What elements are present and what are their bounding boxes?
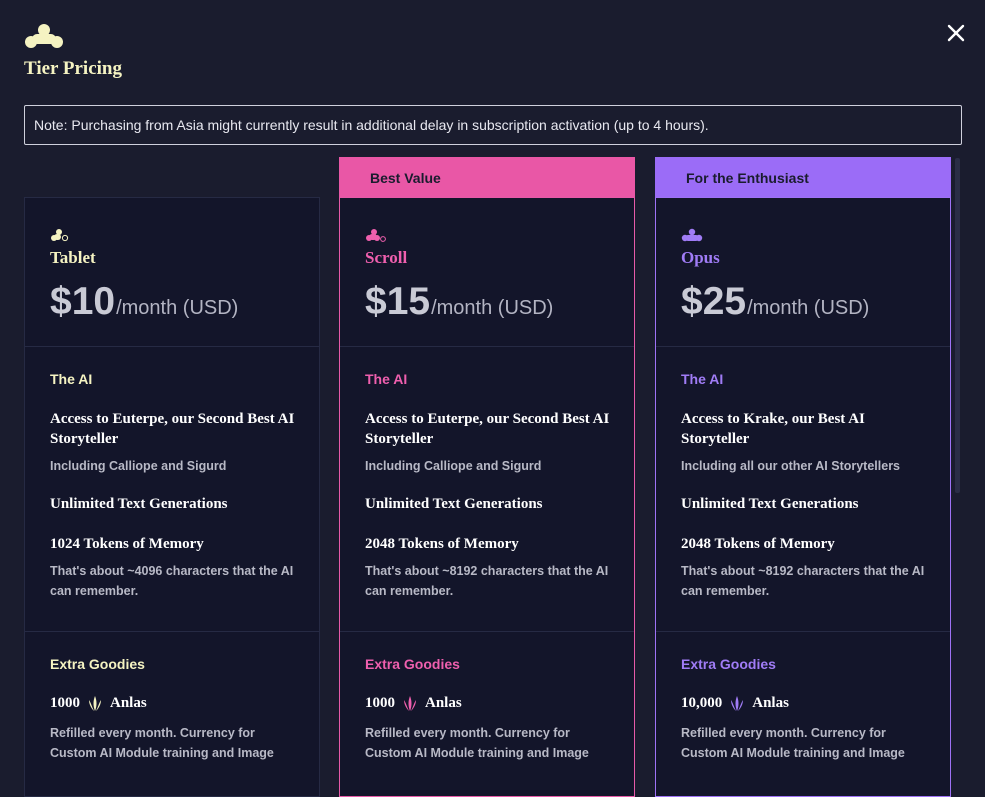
anlas-icon — [731, 696, 744, 711]
anlas-label: Anlas — [110, 695, 147, 711]
anlas-amount: 1000 — [365, 695, 395, 711]
memory-subtext: That's about ~8192 characters that the A… — [681, 564, 925, 598]
tier-card-tablet[interactable]: Tablet $10 /month (USD) The AI Access to… — [24, 197, 320, 797]
novelai-logo-icon — [25, 24, 63, 48]
memory-subtext: That's about ~8192 characters that the A… — [365, 564, 609, 598]
scroll-tier-icon — [366, 229, 386, 242]
goodies-section-label: Extra Goodies — [681, 656, 776, 672]
tier-price: $15 /month (USD) — [365, 280, 553, 324]
memory-subtext: That's about ~4096 characters that the A… — [50, 564, 294, 598]
generations-feature: Unlimited Text Generations — [50, 496, 228, 512]
purchase-note-text: Note: Purchasing from Asia might current… — [34, 117, 709, 133]
goodies-section-label: Extra Goodies — [365, 656, 460, 672]
divider — [25, 346, 319, 347]
memory-feature: 1024 Tokens of Memory — [50, 536, 204, 552]
page-title: Tier Pricing — [24, 58, 122, 79]
price-amount: $10 — [50, 280, 116, 323]
anlas-subtext: Refilled every month. Currency for Custo… — [50, 726, 274, 760]
divider — [340, 346, 634, 347]
anlas-amount: 1000 — [50, 695, 80, 711]
opus-tier-icon — [681, 228, 703, 242]
price-period: /month (USD) — [431, 297, 554, 319]
tier-card-opus[interactable]: Opus $25 /month (USD) The AI Access to K… — [655, 197, 951, 797]
anlas-icon — [89, 696, 101, 711]
tier-name: Scroll — [365, 248, 408, 267]
anlas-feature: 10,000 Anlas — [681, 695, 789, 712]
divider — [25, 631, 319, 632]
tier-price: $10 /month (USD) — [50, 280, 238, 324]
ai-access-subtext: Including Calliope and Sigurd — [50, 459, 227, 473]
anlas-feature: 1000 Anlas — [365, 695, 462, 712]
generations-feature: Unlimited Text Generations — [365, 496, 543, 512]
price-period: /month (USD) — [747, 297, 870, 319]
close-icon[interactable] — [943, 20, 969, 46]
divider — [340, 631, 634, 632]
ai-access-subtext: Including all our other AI Storytellers — [681, 459, 901, 473]
ai-access-subtext: Including Calliope and Sigurd — [365, 459, 542, 473]
anlas-amount: 10,000 — [681, 695, 723, 711]
anlas-subtext: Refilled every month. Currency for Custo… — [681, 726, 905, 760]
price-amount: $15 — [365, 280, 431, 323]
divider — [656, 346, 950, 347]
generations-feature: Unlimited Text Generations — [681, 496, 859, 512]
tier-name: Opus — [681, 248, 720, 267]
anlas-label: Anlas — [425, 695, 462, 711]
memory-feature: 2048 Tokens of Memory — [681, 536, 835, 552]
anlas-label: Anlas — [752, 695, 789, 711]
banner-label: For the Enthusiast — [686, 169, 809, 186]
memory-feature: 2048 Tokens of Memory — [365, 536, 519, 552]
tier-price: $25 /month (USD) — [681, 280, 869, 324]
divider — [656, 631, 950, 632]
best-value-banner: Best Value — [339, 157, 635, 198]
ai-section-label: The AI — [365, 371, 408, 387]
price-period: /month (USD) — [116, 297, 239, 319]
ai-access-feature: Access to Euterpe, our Second Best AI St… — [365, 411, 610, 447]
ai-section-label: The AI — [50, 371, 93, 387]
ai-access-feature: Access to Krake, our Best AI Storyteller — [681, 411, 865, 447]
tier-name: Tablet — [50, 248, 96, 267]
tier-card-scroll[interactable]: Scroll $15 /month (USD) The AI Access to… — [339, 197, 635, 797]
price-amount: $25 — [681, 280, 747, 323]
goodies-section-label: Extra Goodies — [50, 656, 145, 672]
enthusiast-banner: For the Enthusiast — [655, 157, 951, 198]
tablet-tier-icon — [51, 229, 69, 242]
anlas-subtext: Refilled every month. Currency for Custo… — [365, 726, 589, 760]
ai-section-label: The AI — [681, 371, 724, 387]
banner-label: Best Value — [370, 169, 441, 186]
anlas-feature: 1000 Anlas — [50, 695, 147, 712]
scrollbar[interactable] — [955, 158, 960, 493]
purchase-note: Note: Purchasing from Asia might current… — [24, 105, 962, 145]
anlas-icon — [404, 696, 416, 711]
ai-access-feature: Access to Euterpe, our Second Best AI St… — [50, 411, 295, 447]
